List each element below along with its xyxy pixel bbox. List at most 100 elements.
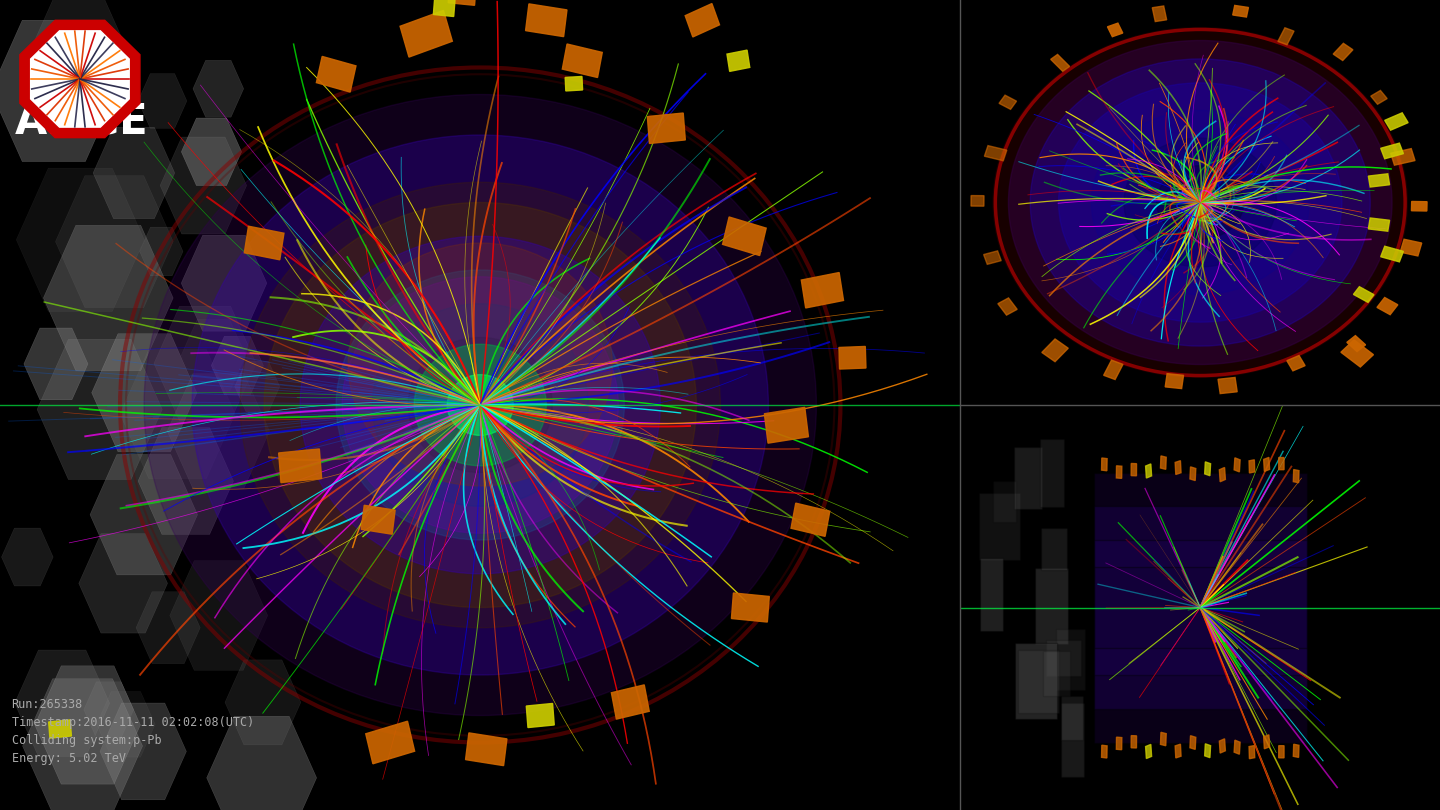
Ellipse shape: [408, 338, 553, 472]
Polygon shape: [1277, 28, 1295, 45]
Polygon shape: [1377, 297, 1398, 315]
Polygon shape: [181, 118, 242, 185]
Ellipse shape: [348, 243, 612, 486]
Polygon shape: [1175, 461, 1181, 475]
Ellipse shape: [264, 202, 697, 608]
Polygon shape: [43, 225, 173, 371]
Ellipse shape: [372, 304, 589, 506]
Ellipse shape: [343, 277, 618, 533]
Polygon shape: [732, 593, 769, 622]
Polygon shape: [1264, 735, 1270, 748]
Polygon shape: [138, 428, 233, 535]
Polygon shape: [1385, 113, 1408, 130]
Polygon shape: [1391, 148, 1416, 165]
Polygon shape: [1381, 143, 1404, 159]
Polygon shape: [1333, 43, 1354, 61]
Polygon shape: [1354, 287, 1374, 302]
Polygon shape: [193, 60, 243, 117]
Polygon shape: [1293, 744, 1299, 757]
Polygon shape: [29, 0, 128, 109]
Polygon shape: [1146, 744, 1152, 758]
Polygon shape: [1116, 466, 1122, 479]
Polygon shape: [154, 306, 256, 420]
Polygon shape: [985, 146, 1007, 160]
Polygon shape: [1116, 737, 1122, 750]
FancyBboxPatch shape: [1045, 641, 1081, 676]
FancyBboxPatch shape: [979, 493, 1020, 561]
FancyBboxPatch shape: [1041, 528, 1067, 569]
Polygon shape: [727, 50, 750, 71]
Polygon shape: [181, 235, 266, 331]
Circle shape: [1058, 83, 1342, 322]
Polygon shape: [562, 44, 602, 78]
Polygon shape: [1175, 744, 1181, 758]
Polygon shape: [791, 503, 829, 536]
Polygon shape: [49, 720, 72, 738]
Polygon shape: [1165, 373, 1184, 389]
Polygon shape: [1279, 458, 1284, 470]
Circle shape: [1125, 138, 1276, 267]
Polygon shape: [1381, 246, 1404, 262]
Ellipse shape: [144, 95, 816, 715]
FancyBboxPatch shape: [1061, 697, 1083, 740]
Polygon shape: [1234, 740, 1240, 754]
Polygon shape: [30, 31, 130, 127]
Polygon shape: [448, 0, 477, 6]
Polygon shape: [20, 20, 140, 138]
Circle shape: [1156, 166, 1244, 239]
Circle shape: [1092, 110, 1309, 295]
Polygon shape: [1205, 744, 1211, 757]
Polygon shape: [1102, 745, 1107, 758]
Polygon shape: [181, 319, 246, 391]
Polygon shape: [400, 11, 452, 57]
Ellipse shape: [300, 237, 661, 573]
Polygon shape: [1146, 464, 1152, 478]
Ellipse shape: [415, 344, 546, 466]
Polygon shape: [433, 0, 455, 16]
FancyBboxPatch shape: [1043, 651, 1070, 696]
Polygon shape: [1132, 463, 1136, 475]
Polygon shape: [170, 561, 268, 671]
FancyBboxPatch shape: [1094, 540, 1308, 675]
Polygon shape: [526, 703, 554, 727]
FancyBboxPatch shape: [1061, 703, 1084, 777]
Circle shape: [1008, 40, 1392, 364]
Polygon shape: [526, 4, 567, 36]
Polygon shape: [971, 195, 984, 207]
FancyBboxPatch shape: [1015, 643, 1057, 719]
Polygon shape: [1220, 467, 1225, 482]
Polygon shape: [1152, 6, 1166, 22]
Polygon shape: [37, 339, 163, 480]
Polygon shape: [0, 20, 117, 161]
Polygon shape: [235, 361, 279, 411]
Ellipse shape: [192, 135, 769, 675]
Polygon shape: [1411, 202, 1427, 211]
Polygon shape: [35, 666, 141, 784]
Polygon shape: [840, 347, 865, 369]
Polygon shape: [138, 74, 187, 128]
Polygon shape: [140, 227, 183, 275]
Polygon shape: [84, 682, 134, 738]
Polygon shape: [1341, 340, 1374, 367]
Polygon shape: [14, 650, 109, 757]
Polygon shape: [999, 95, 1017, 109]
Polygon shape: [317, 57, 356, 92]
Text: Run:265338
Timestamp:2016-11-11 02:02:08(UTC)
Colliding system:p-Pb
Energy: 5.02: Run:265338 Timestamp:2016-11-11 02:02:08…: [12, 698, 253, 765]
Polygon shape: [366, 721, 415, 764]
Polygon shape: [465, 733, 507, 765]
Polygon shape: [1161, 456, 1166, 469]
Polygon shape: [1368, 174, 1390, 187]
Text: ALICE: ALICE: [14, 101, 148, 143]
Polygon shape: [160, 137, 246, 234]
FancyBboxPatch shape: [994, 480, 1015, 522]
Polygon shape: [1220, 739, 1225, 753]
Polygon shape: [79, 534, 167, 633]
Polygon shape: [91, 454, 197, 575]
Polygon shape: [24, 328, 88, 400]
Polygon shape: [612, 685, 649, 719]
Ellipse shape: [448, 374, 513, 436]
Polygon shape: [1189, 467, 1195, 480]
Polygon shape: [1107, 23, 1123, 36]
Polygon shape: [648, 113, 685, 143]
Polygon shape: [1051, 54, 1070, 71]
